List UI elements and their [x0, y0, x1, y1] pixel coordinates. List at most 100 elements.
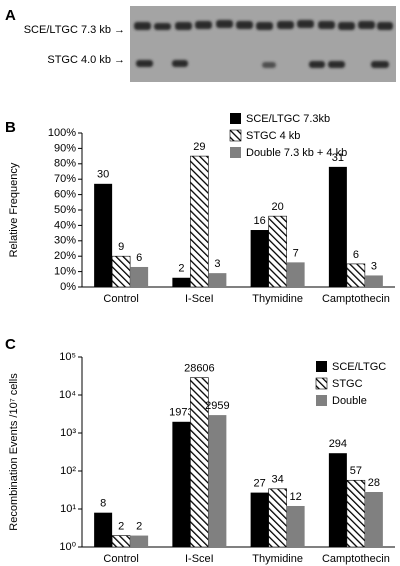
x-tick-label: I-SceI [185, 293, 214, 305]
value-label: 57 [350, 465, 362, 477]
value-label: 9 [118, 241, 124, 253]
band-label: STGC 4.0 kb → [47, 54, 125, 66]
y-tick-label: 70% [54, 173, 76, 185]
value-label: 16 [254, 215, 266, 227]
y-tick-label: 10⁰ [59, 541, 76, 553]
band-label: SCE/LTGC 7.3 kb → [24, 24, 125, 36]
x-tick-label: Camptothecin [322, 293, 390, 305]
band [262, 62, 276, 68]
band [195, 21, 212, 29]
panel-label: A [5, 7, 16, 24]
legend-label: SCE/LTGC 7.3kb [246, 113, 330, 125]
y-tick-label: 10³ [60, 427, 76, 439]
value-label: 2 [118, 520, 124, 532]
band [256, 22, 273, 30]
gel-image [130, 6, 396, 82]
x-tick-label: Thymidine [252, 553, 303, 565]
bar [268, 488, 287, 548]
band [175, 22, 192, 30]
bar [268, 215, 287, 288]
value-label: 3 [214, 258, 220, 270]
y-tick-label: 40% [54, 219, 76, 231]
value-label: 2 [178, 263, 184, 275]
bar [94, 512, 113, 547]
band [172, 60, 188, 67]
band [377, 22, 393, 30]
y-tick-label: 10% [54, 266, 76, 278]
band [318, 21, 335, 29]
bar [190, 155, 209, 288]
bar [172, 421, 191, 547]
bar [130, 266, 149, 287]
bar [346, 263, 366, 288]
gel-background [130, 6, 396, 82]
x-tick-label: I-SceI [185, 553, 214, 565]
bar [208, 415, 227, 547]
value-label: 28606 [184, 363, 215, 375]
bar [250, 230, 269, 287]
x-tick-label: Control [103, 293, 138, 305]
value-label: 6 [136, 252, 142, 264]
legend-swatch [315, 377, 328, 390]
y-tick-label: 10² [60, 465, 76, 477]
value-label: 8 [100, 498, 106, 510]
legend-swatch [230, 113, 241, 124]
band [297, 20, 314, 28]
bar [130, 535, 149, 547]
y-tick-label: 10⁵ [59, 351, 76, 363]
value-label: 29 [193, 141, 205, 153]
bar [111, 255, 131, 288]
band [277, 21, 294, 29]
x-tick-label: Control [103, 553, 138, 565]
band [134, 22, 151, 30]
band [358, 21, 375, 29]
bar [346, 479, 366, 548]
panel-label: B [5, 119, 16, 136]
bar [364, 275, 383, 287]
value-label: 7 [293, 247, 299, 259]
band [236, 21, 253, 29]
value-label: 20 [272, 201, 284, 213]
y-tick-label: 0% [60, 281, 76, 293]
bar [250, 492, 269, 547]
gel-bands [134, 20, 393, 68]
band [328, 61, 345, 68]
value-label: 12 [290, 491, 302, 503]
bar [208, 273, 227, 287]
value-label: 3 [371, 260, 377, 272]
bar [286, 505, 305, 547]
value-label: 2 [136, 520, 142, 532]
y-axis-label: Relative Frequency [8, 162, 20, 257]
value-label: 30 [97, 169, 109, 181]
x-tick-label: Thymidine [252, 293, 303, 305]
value-label: 27 [254, 478, 266, 490]
legend-swatch [316, 361, 327, 372]
value-label: 1973 [169, 407, 193, 419]
band [309, 61, 325, 68]
legend-swatch [229, 129, 242, 142]
y-tick-label: 80% [54, 158, 76, 170]
bar [364, 492, 383, 547]
y-tick-label: 60% [54, 189, 76, 201]
value-label: 34 [272, 474, 284, 486]
bar [328, 453, 347, 547]
band [371, 61, 389, 68]
band [338, 22, 355, 30]
value-label: 2959 [205, 400, 229, 412]
bar [111, 535, 131, 548]
bar [328, 166, 347, 287]
bar [286, 262, 305, 287]
legend-label: Double [332, 395, 367, 407]
bar [94, 183, 113, 287]
y-tick-label: 30% [54, 235, 76, 247]
y-tick-label: 100% [48, 127, 76, 139]
y-tick-label: 10⁴ [59, 389, 76, 401]
legend-label: STGC [332, 378, 363, 390]
panel-label: C [5, 336, 16, 353]
band [154, 23, 171, 30]
y-tick-label: 20% [54, 250, 76, 262]
legend-label: STGC 4 kb [246, 130, 300, 142]
value-label: 294 [329, 438, 347, 450]
